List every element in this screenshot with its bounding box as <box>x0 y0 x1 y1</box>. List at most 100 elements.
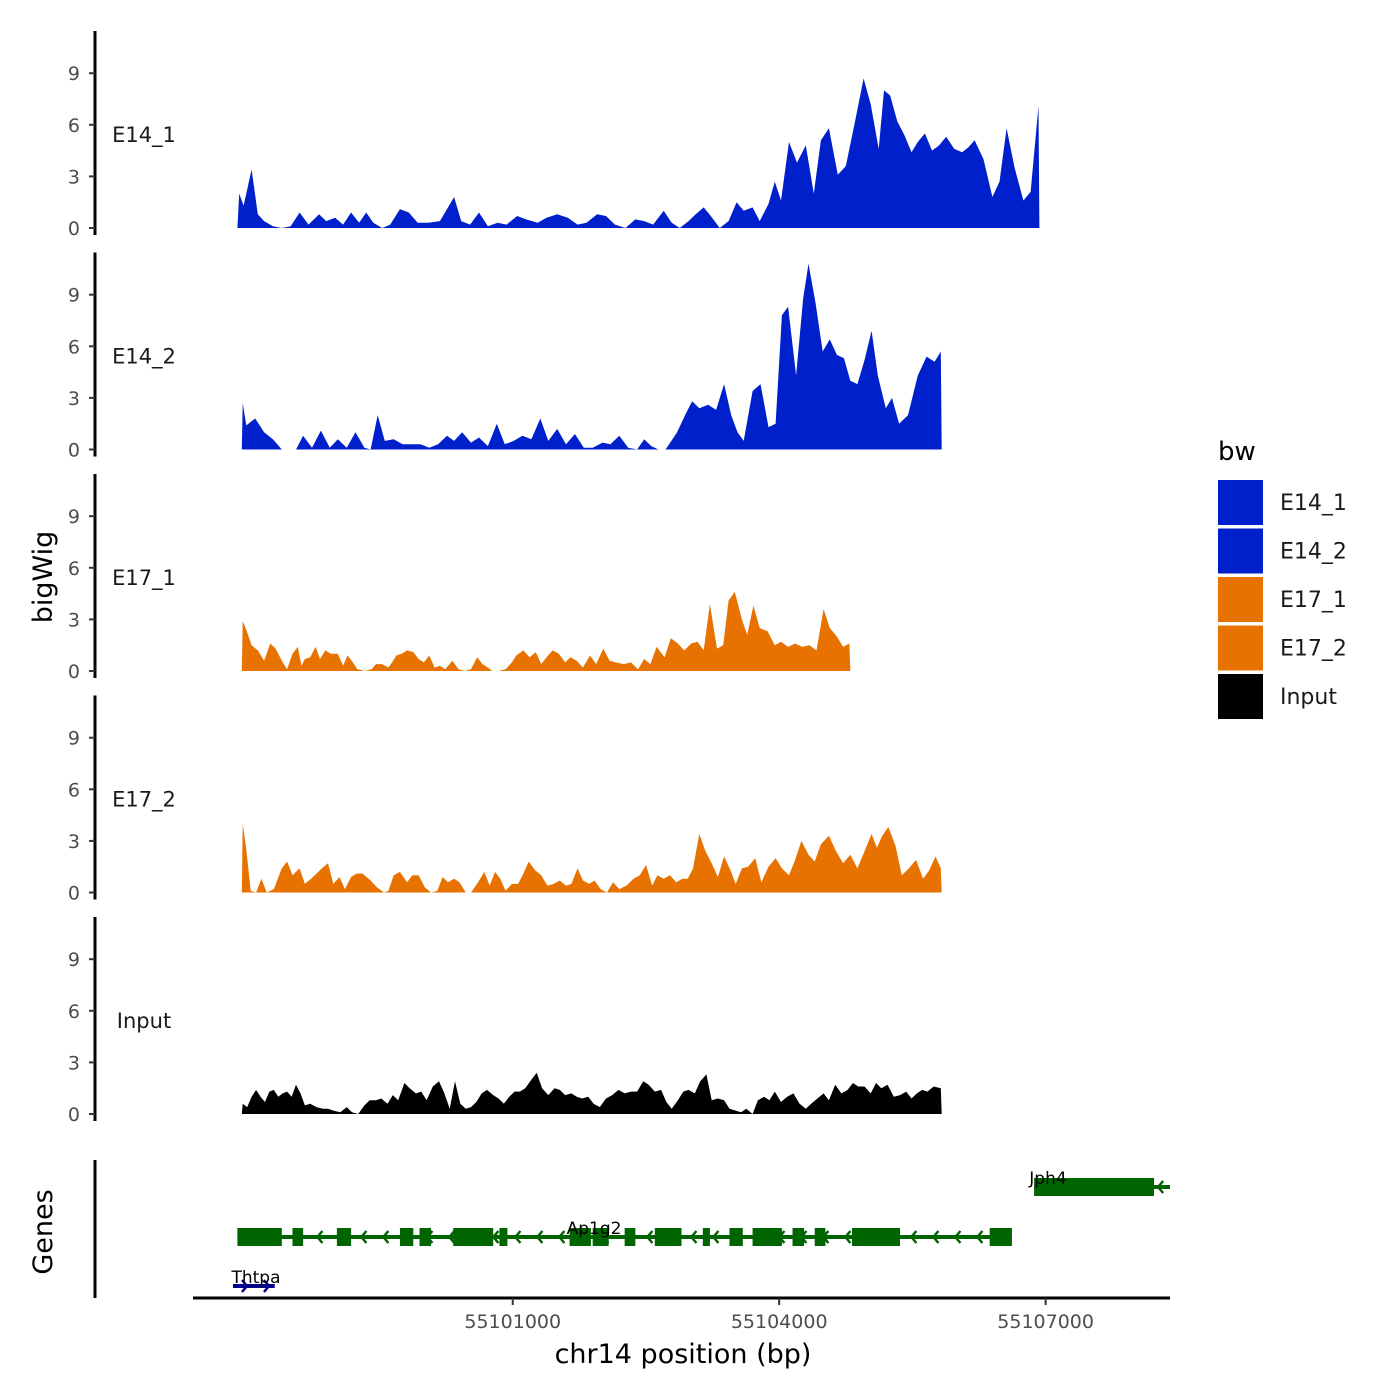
gene-exon <box>292 1228 304 1246</box>
gene-exon <box>814 1228 826 1246</box>
legend-label: E14_2 <box>1280 540 1347 565</box>
track-label: E17_1 <box>112 566 176 591</box>
track-e14-2: 0 3 6 9 E14_2 <box>68 252 942 462</box>
strand-arrow <box>733 1230 742 1244</box>
strand-arrow <box>689 1230 698 1244</box>
strand-arrow <box>777 1230 786 1244</box>
y-tick-label: 0 <box>68 440 80 462</box>
strand-arrow <box>887 1230 896 1244</box>
strand-arrow <box>843 1230 852 1244</box>
gene-exon <box>852 1228 900 1246</box>
legend-title: bw <box>1218 437 1256 467</box>
gene-ap1g2: Ap1g2 <box>237 1219 1012 1246</box>
strand-arrow <box>1046 1180 1055 1194</box>
gene-exon <box>453 1228 494 1246</box>
gene-exon <box>624 1228 636 1246</box>
strand-arrow <box>997 1230 1006 1244</box>
strand-arrow <box>601 1230 610 1244</box>
y-tick-label: 9 <box>68 506 80 528</box>
strand-arrow <box>865 1230 874 1244</box>
track-label: E17_2 <box>112 788 176 813</box>
y-tick-label: 0 <box>68 661 80 683</box>
y-tick-label: 6 <box>68 1001 80 1023</box>
y-tick-label: 3 <box>68 1052 80 1074</box>
y-tick-label: 6 <box>68 558 80 580</box>
signal-area-e17-1 <box>241 591 851 671</box>
signal-area-input <box>241 1072 942 1114</box>
strand-arrow <box>293 1230 302 1244</box>
track-e14-1: 0 3 6 9 E14_1 <box>68 31 1040 240</box>
y-tick-label: 3 <box>68 609 80 631</box>
signal-area-e17-2 <box>241 823 942 893</box>
gene-exon <box>1034 1178 1155 1196</box>
strand-arrow <box>1068 1180 1077 1194</box>
strand-arrow <box>799 1230 808 1244</box>
legend: bw E14_1 E14_2 E17_1 E17_2 Input <box>1218 437 1347 719</box>
y-tick-label: 9 <box>68 728 80 750</box>
strand-arrow <box>1112 1180 1121 1194</box>
strand-arrow <box>667 1230 676 1244</box>
legend-label: E17_2 <box>1280 637 1347 662</box>
track-input: 0 3 6 9 Input <box>68 917 942 1126</box>
strand-arrow <box>513 1230 522 1244</box>
track-e17-2: 0 3 6 9 E17_2 <box>68 695 942 905</box>
legend-swatch <box>1218 480 1263 525</box>
strand-arrow <box>491 1230 500 1244</box>
gene-label: Jph4 <box>1028 1169 1066 1189</box>
legend-label: E14_1 <box>1280 491 1347 516</box>
gene-label: Ap1g2 <box>567 1219 622 1239</box>
gene-thtpa: Thtpa <box>230 1268 281 1293</box>
strand-arrow <box>263 1279 271 1293</box>
y-tick-label: 3 <box>68 166 80 188</box>
gene-exon <box>702 1228 710 1246</box>
gene-exon <box>499 1228 508 1246</box>
genes-axis-title: Genes <box>28 1189 59 1274</box>
strand-arrow <box>623 1230 632 1244</box>
strand-arrow <box>755 1230 764 1244</box>
legend-swatch <box>1218 674 1263 719</box>
y-tick-label: 6 <box>68 115 80 137</box>
gene-exon <box>336 1228 352 1246</box>
y-tick-label: 3 <box>68 388 80 410</box>
x-tick-label: 55101000 <box>464 1311 561 1333</box>
legend-swatch <box>1218 528 1263 574</box>
strand-arrow <box>271 1230 280 1244</box>
strand-arrow <box>359 1230 368 1244</box>
gene-label: Thtpa <box>230 1268 280 1288</box>
gene-exon <box>792 1228 805 1246</box>
gene-exon <box>592 1228 609 1246</box>
y-tick-label: 6 <box>68 779 80 801</box>
track-e17-1: 0 3 6 9 E17_1 <box>68 474 851 683</box>
strand-arrow <box>557 1230 566 1244</box>
gene-exon <box>419 1228 432 1246</box>
x-axis-title: chr14 position (bp) <box>555 1339 812 1370</box>
strand-arrow <box>535 1230 544 1244</box>
strand-arrow <box>425 1230 434 1244</box>
y-tick-label: 0 <box>68 883 80 905</box>
legend-swatch <box>1218 625 1263 671</box>
strand-arrow <box>1134 1180 1143 1194</box>
strand-arrow <box>975 1230 984 1244</box>
y-tick-label: 9 <box>68 63 80 85</box>
strand-arrow <box>645 1230 654 1244</box>
track-label: E14_2 <box>112 345 176 370</box>
x-tick-label: 55104000 <box>731 1311 828 1333</box>
track-label: E14_1 <box>112 123 176 148</box>
signal-area-e14-1 <box>237 78 1040 229</box>
strand-arrow <box>469 1230 478 1244</box>
y-axis-title: bigWig <box>28 531 59 624</box>
strand-arrow <box>821 1230 830 1244</box>
legend-swatch <box>1218 577 1263 622</box>
strand-arrow <box>931 1230 940 1244</box>
signal-tracks: 0 3 6 9 E14_1 0 3 6 9 E14_2 0 3 6 9 E17_1 0 3 6 9 E17_2 0 3 6 9… <box>68 31 1040 1126</box>
strand-arrow <box>447 1230 456 1244</box>
gene-jph4: Jph4 <box>1028 1169 1170 1196</box>
y-tick-label: 0 <box>68 218 80 240</box>
signal-area-e14-2 <box>241 263 942 450</box>
y-tick-label: 0 <box>68 1104 80 1126</box>
strand-arrow <box>249 1230 258 1244</box>
strand-arrow <box>579 1230 588 1244</box>
strand-arrow <box>909 1230 918 1244</box>
gene-exon <box>237 1228 282 1246</box>
